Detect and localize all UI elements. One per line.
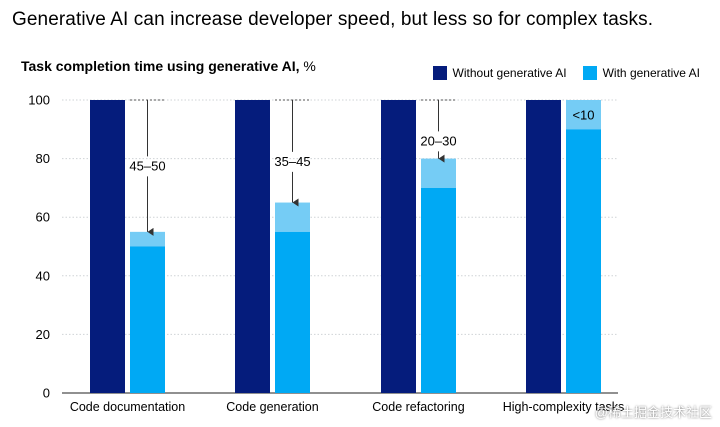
bar-without — [90, 100, 125, 393]
y-tick-label: 60 — [36, 210, 50, 225]
chart-subtitle: Task completion time using generative AI… — [21, 58, 316, 74]
bar-with — [275, 231, 310, 393]
bar-with — [130, 246, 165, 393]
legend-label-with: With generative AI — [602, 66, 700, 80]
legend: Without generative AI With generative AI — [417, 66, 700, 80]
y-tick-label: 40 — [36, 268, 50, 283]
annotation-label: 20–30 — [420, 133, 456, 148]
bar-with — [421, 187, 456, 393]
y-tick-label: 80 — [36, 151, 50, 166]
bar-with-range — [130, 231, 165, 247]
legend-item-without: Without generative AI — [432, 66, 567, 80]
legend-swatch-with — [582, 66, 597, 80]
y-tick-label: 20 — [36, 327, 50, 342]
annotation-label: 45–50 — [129, 158, 165, 173]
bar-with — [566, 129, 601, 394]
x-category-label: Code documentation — [70, 400, 185, 414]
annotation-label: 35–45 — [274, 154, 310, 169]
bar-without — [526, 100, 561, 393]
bar-with-range — [275, 202, 310, 232]
subtitle-unit: % — [303, 58, 316, 74]
watermark: @稀土掘金技术社区 — [594, 405, 712, 420]
x-category-label: High-complexity tasks — [503, 400, 625, 414]
annotation-label: <10 — [572, 108, 594, 123]
x-category-label: Code refactoring — [372, 400, 464, 414]
bar-without — [235, 100, 270, 393]
chart-title: Generative AI can increase developer spe… — [12, 9, 654, 30]
bar-without — [381, 100, 416, 393]
x-category-label: Code generation — [226, 400, 318, 414]
legend-swatch-without — [432, 66, 447, 80]
subtitle-text: Task completion time using generative AI… — [21, 58, 300, 74]
legend-label-without: Without generative AI — [452, 66, 567, 80]
bar-with-range — [421, 158, 456, 188]
y-tick-label: 0 — [43, 386, 50, 401]
bar-with-range — [566, 100, 601, 130]
y-tick-label: 100 — [28, 93, 50, 108]
legend-item-with: With generative AI — [582, 66, 700, 80]
